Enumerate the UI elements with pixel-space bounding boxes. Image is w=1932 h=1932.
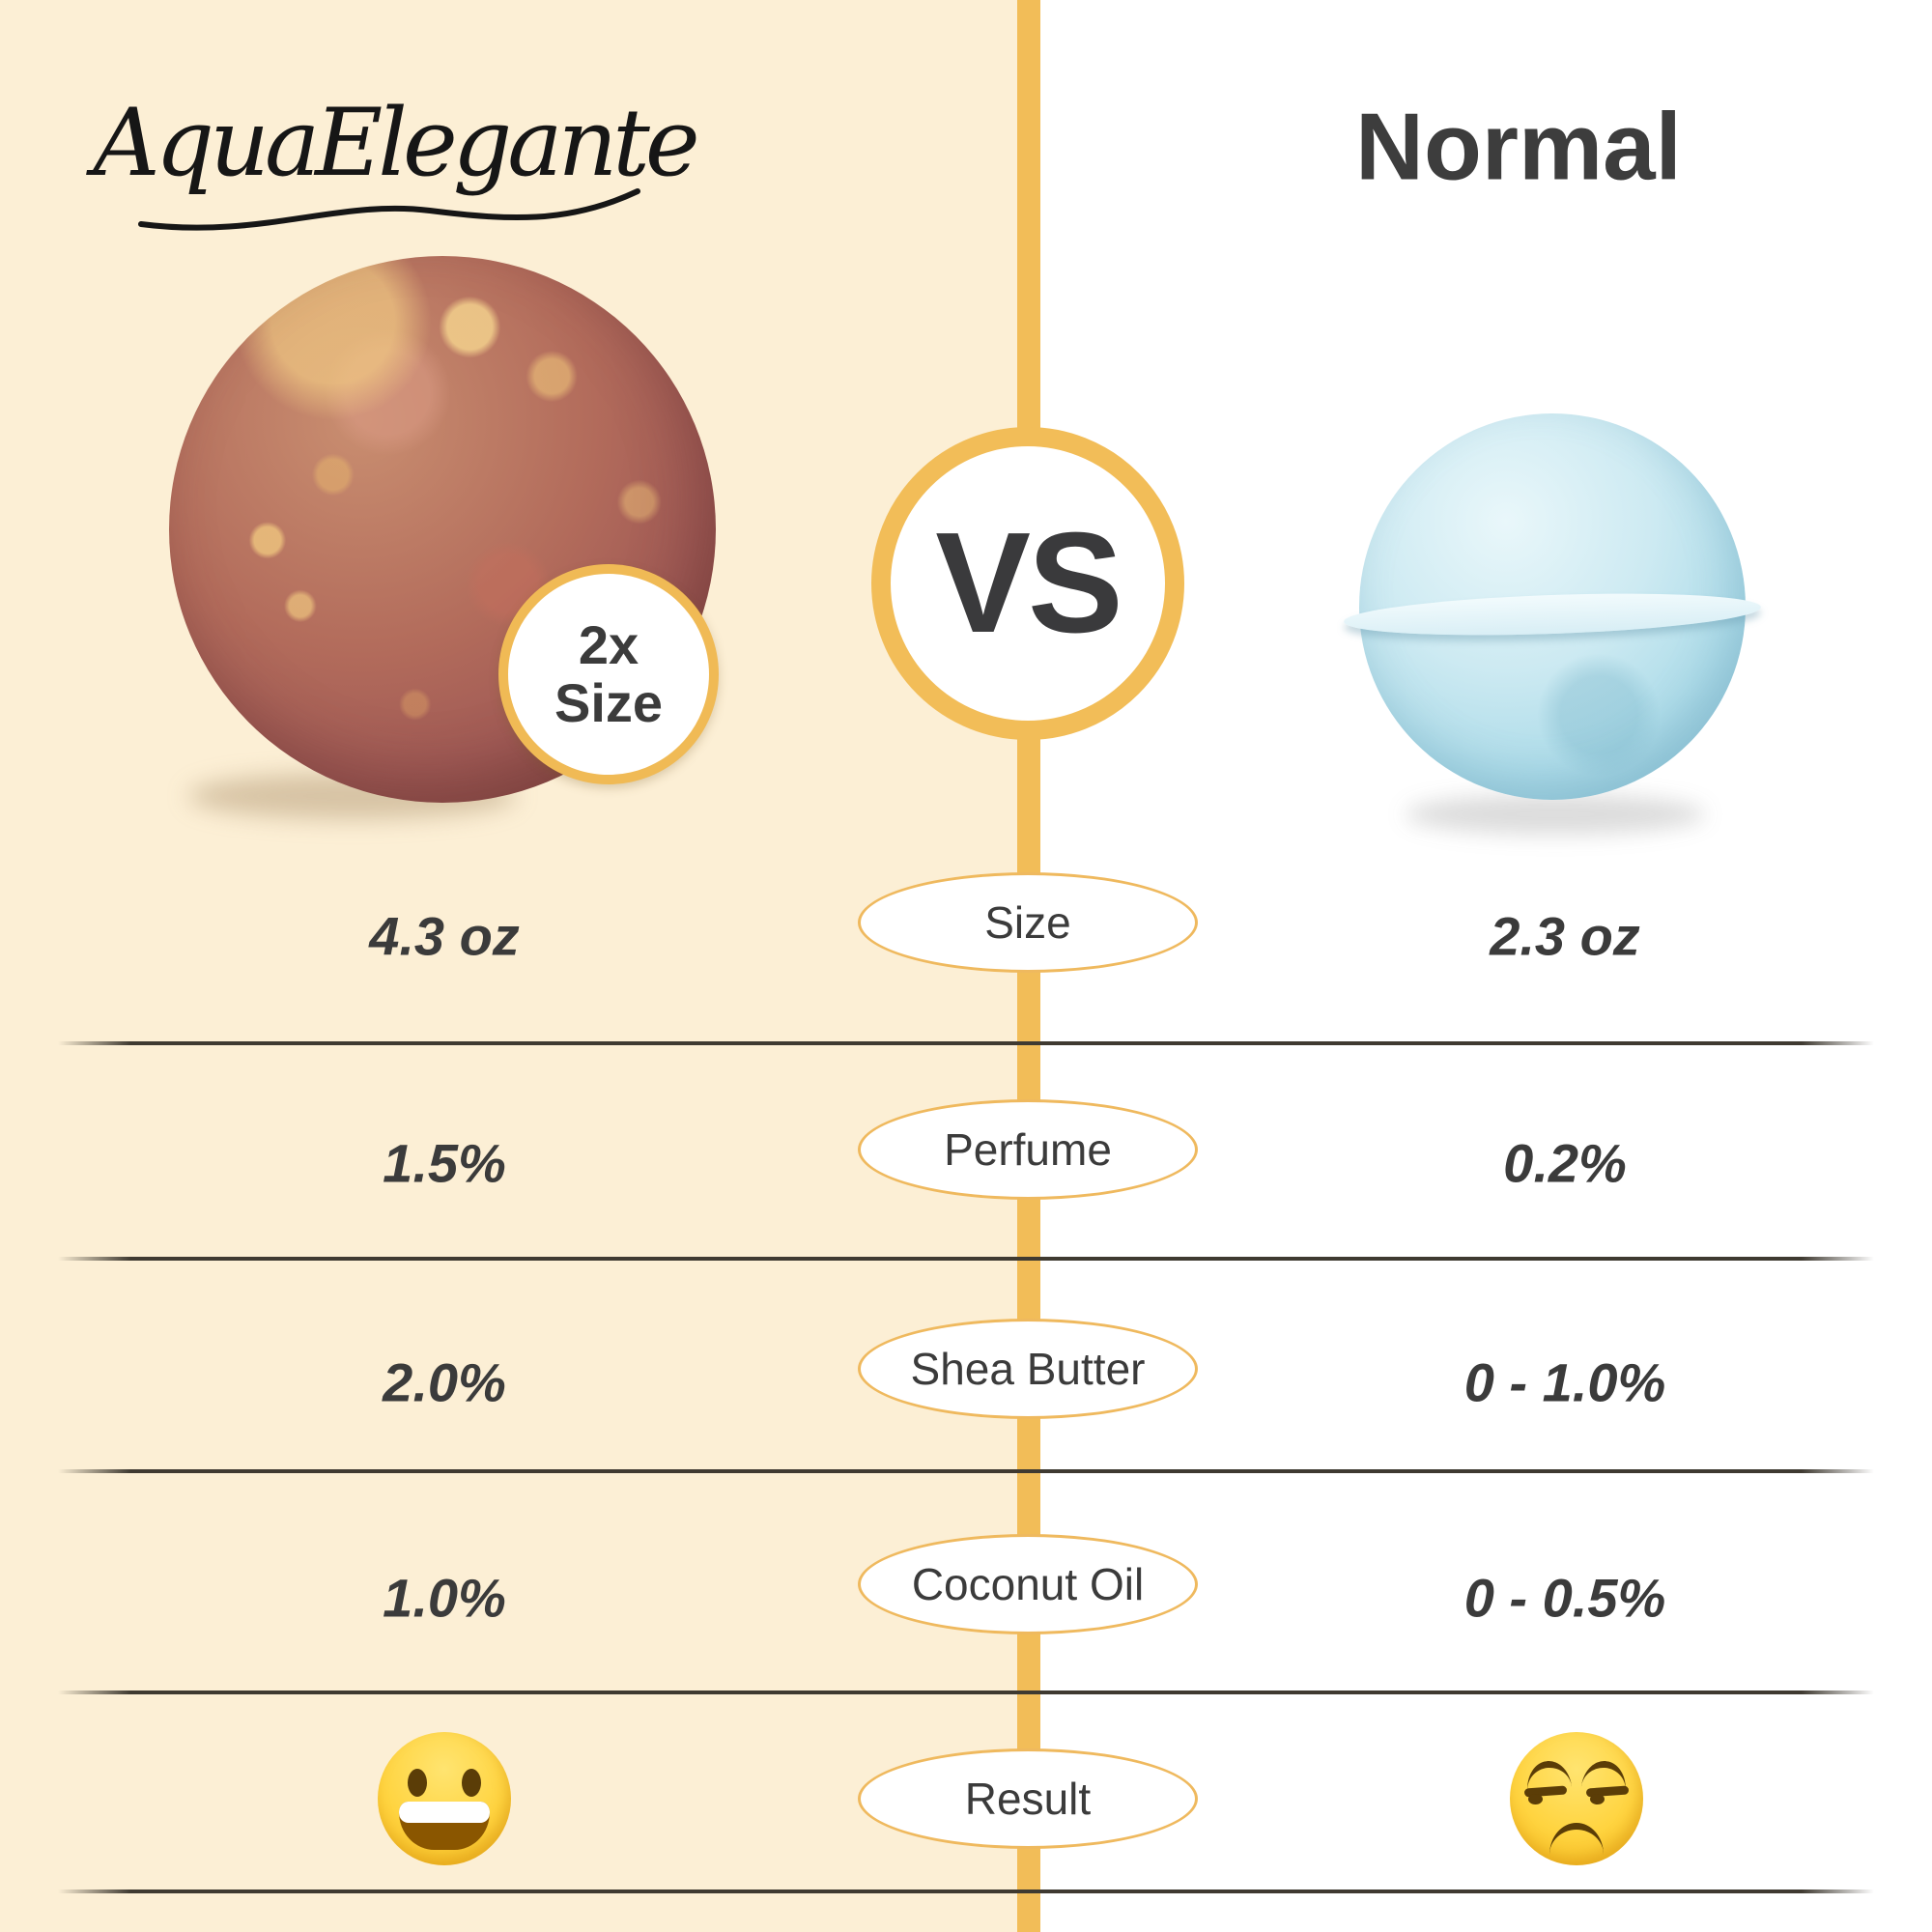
size-label-pill: Size [858, 872, 1198, 973]
perfume-left-value: 1.5% [383, 1132, 506, 1194]
unamused-face-emoji [1510, 1732, 1643, 1865]
coconut-oil-right-value: 0 - 0.5% [1463, 1567, 1666, 1629]
coconut-oil-left-value: 1.0% [383, 1567, 506, 1629]
emoji-grin-mouth [399, 1802, 490, 1850]
row-divider [58, 1041, 1874, 1045]
badge-line-1: 2x [578, 613, 639, 675]
result-label-pill: Result [858, 1748, 1198, 1849]
size-right-value: 2.3 oz [1490, 905, 1640, 967]
brand-logo: AquaElegante [93, 89, 699, 197]
shea-butter-right-value: 0 - 1.0% [1463, 1351, 1666, 1413]
two-x-size-badge: 2x Size [498, 564, 719, 784]
right-bomb-shadow [1406, 794, 1705, 835]
row-divider [58, 1257, 1874, 1261]
emoji-right-eye [462, 1769, 481, 1797]
normal-column-title: Normal [1355, 93, 1682, 200]
result-label: Result [964, 1774, 1092, 1824]
shea-butter-left-value: 2.0% [383, 1351, 506, 1413]
vs-circle: VS [871, 427, 1184, 740]
emoji-left-eye [1523, 1785, 1568, 1808]
size-left-value: 4.3 oz [369, 905, 520, 967]
shea-butter-label-pill: Shea Butter [858, 1319, 1198, 1419]
emoji-left-eye [408, 1769, 427, 1797]
logo-underline-flourish [138, 188, 640, 231]
row-divider [58, 1469, 1874, 1473]
perfume-right-value: 0.2% [1503, 1132, 1627, 1194]
emoji-right-eye [1585, 1785, 1630, 1808]
emoji-frown-mouth [1549, 1823, 1604, 1855]
coconut-oil-label-pill: Coconut Oil [858, 1534, 1198, 1634]
normal-bath-bomb-photo [1343, 413, 1762, 800]
shea-butter-label: Shea Butter [910, 1344, 1146, 1394]
emoji-teeth [399, 1802, 490, 1823]
row-divider [58, 1889, 1874, 1893]
grinning-face-emoji [378, 1732, 511, 1865]
emoji-pupil [1590, 1794, 1605, 1804]
bath-bomb-seam [1343, 587, 1762, 641]
vs-label: VS [935, 503, 1122, 663]
perfume-label-pill: Perfume [858, 1099, 1198, 1200]
row-divider [58, 1690, 1874, 1694]
emoji-pupil [1528, 1794, 1543, 1804]
perfume-label: Perfume [944, 1124, 1112, 1175]
coconut-oil-label: Coconut Oil [911, 1559, 1145, 1609]
badge-line-2: Size [554, 672, 664, 733]
size-label: Size [984, 897, 1071, 948]
